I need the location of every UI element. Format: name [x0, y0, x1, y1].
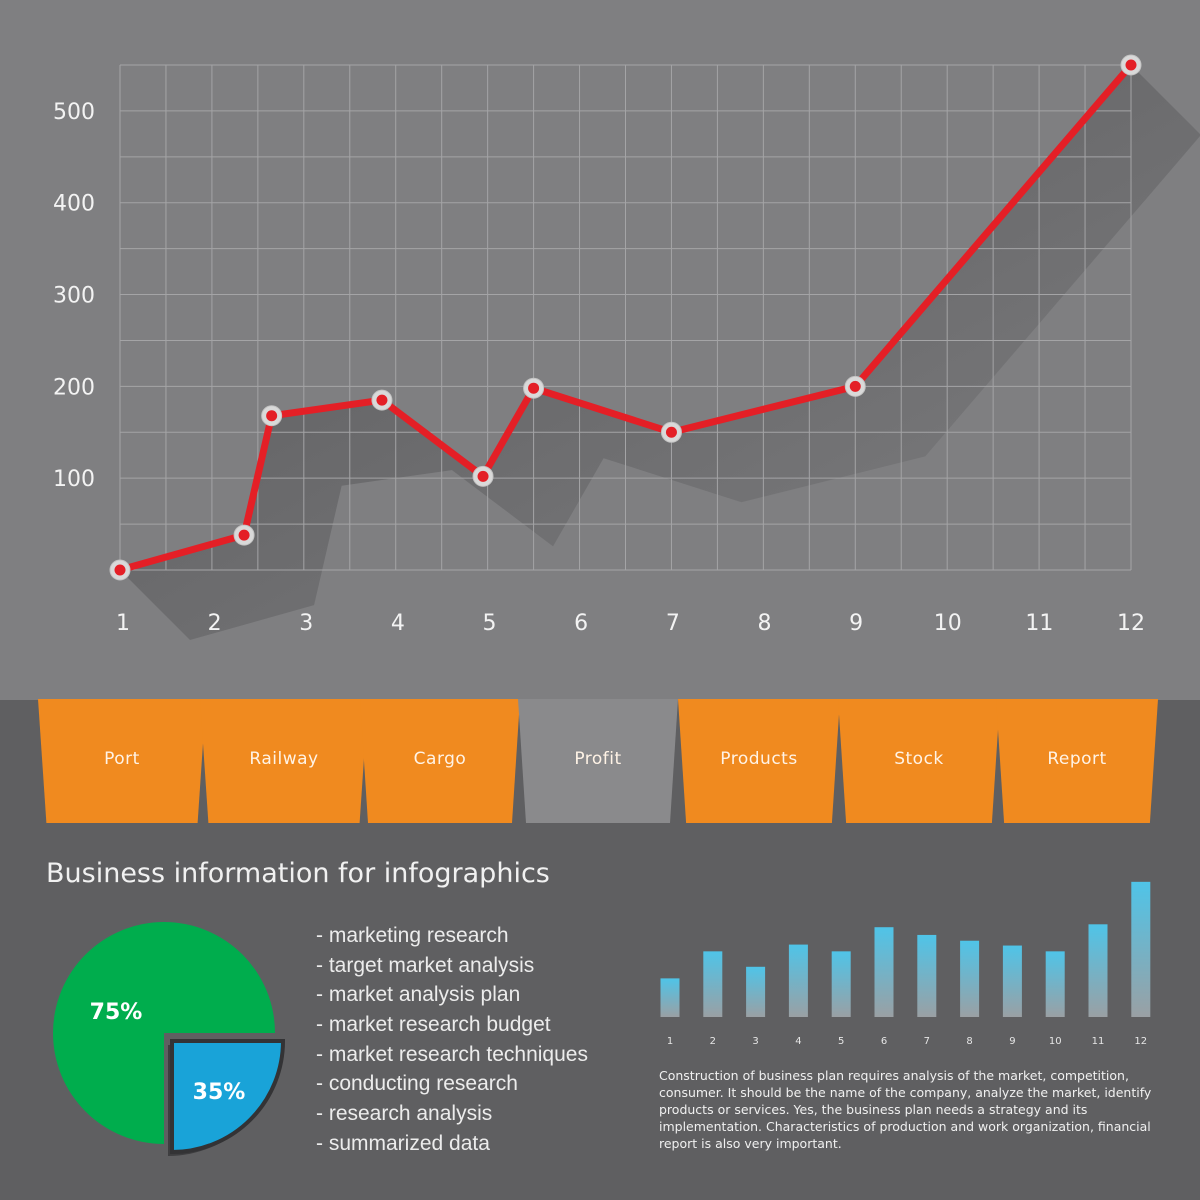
pie-label: 35%	[193, 1080, 246, 1105]
y-tick-label: 500	[53, 100, 95, 125]
tab-report[interactable]: Report	[996, 699, 1158, 823]
x-tick-label: 10	[934, 611, 962, 636]
y-tick-label: 100	[53, 467, 95, 492]
list-item: - market research techniques	[316, 1042, 588, 1066]
tab-label: Railway	[249, 749, 319, 769]
bar	[660, 978, 680, 1017]
tab-railway[interactable]: Railway	[200, 699, 368, 823]
pie-chart: 75% 35%	[53, 922, 286, 1156]
tab-label: Stock	[894, 749, 944, 769]
x-tick-label: 11	[1092, 1036, 1105, 1047]
x-tick-label: 6	[881, 1036, 887, 1047]
x-tick-label: 4	[391, 611, 405, 636]
data-point	[523, 377, 545, 399]
x-tick-label: 6	[574, 611, 588, 636]
data-point	[472, 465, 494, 487]
list-item: - market research budget	[316, 1013, 551, 1037]
pie-label: 75%	[90, 1000, 143, 1025]
bar	[917, 934, 937, 1017]
description-text: Construction of business plan requires a…	[659, 1068, 1152, 1151]
data-point	[109, 559, 131, 581]
x-tick-label: 1	[116, 611, 130, 636]
x-tick-label: 3	[752, 1036, 758, 1047]
x-tick-label: 3	[299, 611, 313, 636]
bar	[703, 951, 723, 1017]
tab-label: Products	[720, 749, 798, 769]
x-tick-label: 5	[483, 611, 497, 636]
x-tick-label: 1	[667, 1036, 673, 1047]
bar	[1131, 881, 1151, 1017]
tab-label: Profit	[574, 749, 622, 769]
data-point	[1120, 54, 1142, 76]
x-tick-label: 12	[1134, 1036, 1147, 1047]
bar	[1045, 951, 1065, 1017]
bullet-list: - marketing research - target market anal…	[316, 921, 588, 1159]
x-tick-label: 11	[1025, 611, 1053, 636]
bar	[788, 944, 808, 1017]
data-point	[844, 375, 866, 397]
bar	[831, 951, 851, 1017]
y-tick-label: 200	[53, 375, 95, 400]
x-tick-label: 5	[838, 1036, 844, 1047]
x-tick-label: 4	[795, 1036, 801, 1047]
bar	[746, 966, 766, 1017]
data-point	[233, 524, 255, 546]
x-tick-label: 2	[208, 611, 222, 636]
tab-stock[interactable]: Stock	[838, 699, 1000, 823]
section-title: Business information for infographics	[46, 858, 550, 889]
x-tick-label: 8	[966, 1036, 972, 1047]
tab-label: Port	[104, 749, 140, 769]
tab-port[interactable]: Port	[38, 699, 206, 823]
list-item: - conducting research	[316, 1072, 518, 1096]
x-tick-label: 9	[1009, 1036, 1015, 1047]
x-tick-label: 10	[1049, 1036, 1062, 1047]
pie-slice	[170, 1039, 286, 1155]
list-item: - market analysis plan	[316, 983, 521, 1007]
tab-profit[interactable]: Profit	[518, 699, 678, 823]
data-point	[660, 421, 682, 443]
tab-label: Cargo	[413, 749, 467, 769]
bar-chart: 1 2 3 4 5 6 7 8 9 10 11 12	[660, 881, 1151, 1047]
list-item: - marketing research	[316, 924, 509, 947]
pie-slice	[53, 922, 275, 1144]
line-shadow	[120, 65, 1200, 640]
x-tick-label: 12	[1117, 611, 1145, 636]
bar	[960, 940, 980, 1017]
list-item: - target market analysis	[316, 953, 535, 977]
y-tick-label: 400	[53, 192, 95, 217]
tab-cargo[interactable]: Cargo	[360, 699, 520, 823]
list-item: - summarized data	[316, 1131, 490, 1155]
data-point	[261, 405, 283, 427]
tab-bar: Port Railway Cargo Profit Products Stock Repor…	[0, 699, 1200, 829]
tab-products[interactable]: Products	[678, 699, 840, 823]
x-tick-label: 7	[924, 1036, 930, 1047]
bar	[874, 927, 894, 1017]
x-tick-label: 8	[757, 611, 771, 636]
tab-label: Report	[1047, 749, 1107, 769]
bar	[1088, 924, 1108, 1017]
x-tick-label: 9	[849, 611, 863, 636]
list-item: - research analysis	[316, 1102, 493, 1126]
bar	[1002, 945, 1022, 1017]
x-tick-label: 2	[710, 1036, 716, 1047]
y-tick-label: 300	[53, 284, 95, 309]
data-point	[371, 389, 393, 411]
x-tick-label: 7	[666, 611, 680, 636]
